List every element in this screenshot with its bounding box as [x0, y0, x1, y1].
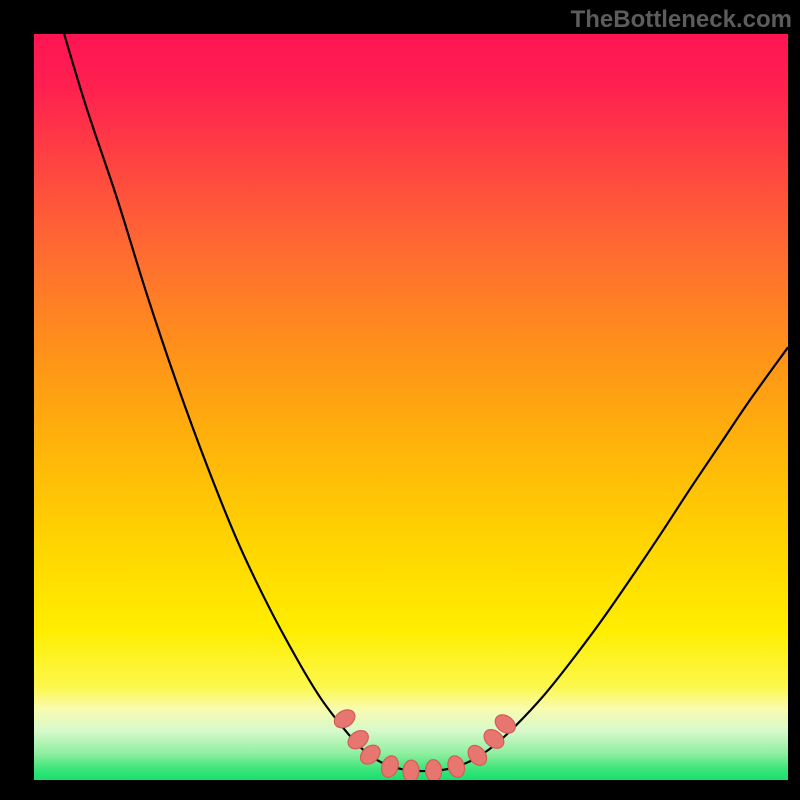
curve-line — [64, 34, 788, 771]
curve-marker — [445, 754, 467, 780]
curve-marker — [464, 742, 490, 769]
watermark-text: TheBottleneck.com — [571, 6, 792, 34]
curve-marker — [402, 760, 419, 783]
curve-marker — [379, 753, 402, 779]
curve-marker — [425, 759, 442, 782]
chart-svg — [0, 0, 800, 800]
curve-marker — [331, 706, 358, 731]
